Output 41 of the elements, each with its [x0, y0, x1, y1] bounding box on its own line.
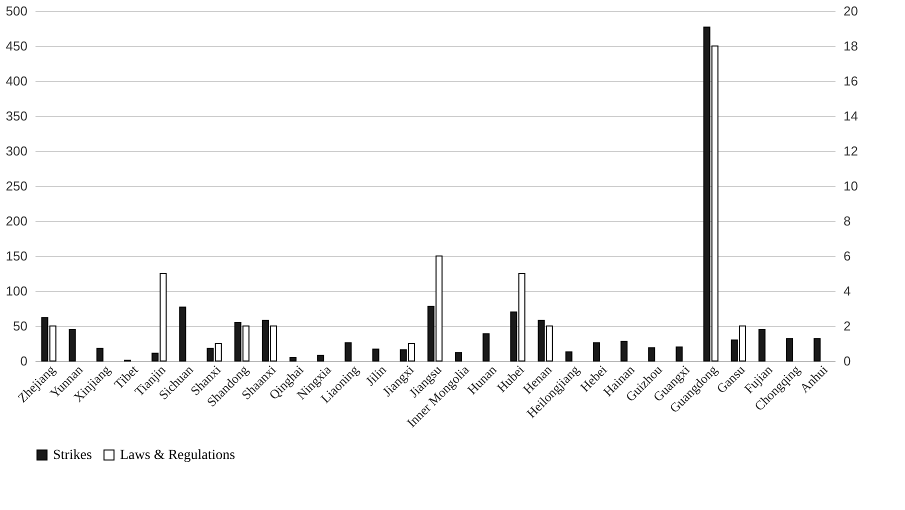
- y2-tick-label: 14: [844, 108, 858, 124]
- bar: [68, 329, 76, 362]
- bar: [372, 348, 380, 362]
- y2-tick-label: 2: [844, 318, 851, 334]
- bar: [758, 329, 766, 362]
- bar: [592, 342, 600, 362]
- bar: [179, 306, 186, 362]
- y-tick-label: 250: [6, 178, 28, 194]
- legend-label: Strikes: [53, 448, 92, 463]
- legend-label: Laws & Regulations: [120, 448, 236, 463]
- y-tick-label: 150: [6, 248, 28, 264]
- bar: [482, 333, 490, 362]
- y-tick-label: 100: [6, 284, 28, 298]
- y-tick-label: 300: [6, 144, 28, 158]
- bar: [317, 354, 324, 362]
- y2-tick-label: 12: [844, 144, 858, 158]
- bar: [620, 340, 628, 362]
- bar: [290, 357, 297, 362]
- y2-tick-label: 0: [844, 354, 851, 368]
- y2-tick-label: 10: [844, 178, 858, 194]
- y2-tick-label: 4: [844, 284, 851, 298]
- y2-tick-label: 20: [844, 4, 858, 18]
- y2-tick-label: 6: [844, 248, 851, 264]
- y-tick-label: 400: [6, 74, 28, 88]
- y-tick-label: 500: [6, 4, 28, 18]
- bar: [565, 351, 572, 362]
- bar: [96, 348, 104, 362]
- bar: [814, 338, 821, 362]
- y2-tick-label: 16: [844, 74, 858, 88]
- bar: [455, 352, 462, 362]
- y-tick-label: 200: [6, 214, 28, 228]
- bar: [786, 338, 794, 362]
- y-tick-label: 350: [6, 108, 28, 124]
- y2-tick-label: 8: [844, 214, 851, 228]
- bar: [344, 342, 352, 362]
- bar: [676, 346, 683, 362]
- y2-tick-label: 18: [844, 38, 858, 54]
- y-tick-label: 50: [13, 318, 28, 334]
- bar: [648, 347, 656, 362]
- y-tick-label: 450: [6, 38, 28, 54]
- y-tick-label: 0: [20, 354, 28, 368]
